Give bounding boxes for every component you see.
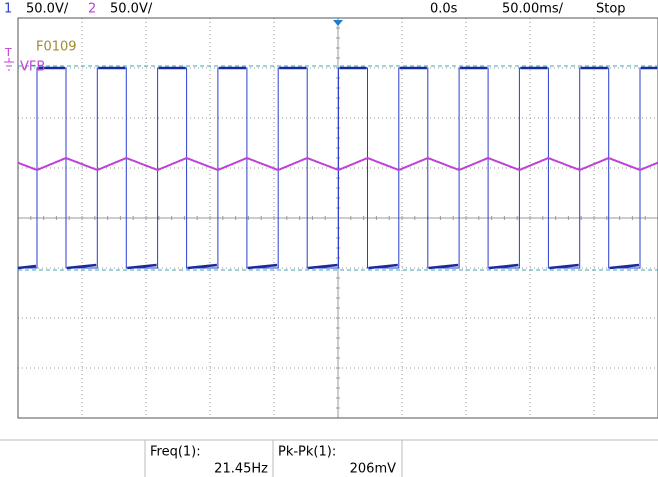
ch2-number: 2 <box>88 2 96 17</box>
ch1-levels <box>17 66 657 270</box>
measure-label: Freq(1): <box>150 445 201 460</box>
ch1-number: 1 <box>4 2 12 17</box>
measure-value: 21.45Hz <box>214 462 268 477</box>
ch1-scale: 50.0V/ <box>26 2 69 17</box>
screen-frame <box>17 17 658 419</box>
ch2-waveform <box>17 156 658 172</box>
ch2-label: VFB <box>20 60 45 75</box>
ch1-waveform <box>18 67 658 269</box>
trigger-time: 0.0s <box>430 2 458 17</box>
timebase: 50.00ms/ <box>502 2 564 17</box>
trigger-marker: T <box>4 46 12 59</box>
measure-value: 206mV <box>350 462 396 477</box>
trigger-position <box>333 20 343 26</box>
run-status: Stop <box>596 2 626 17</box>
label-text: F0109 <box>36 40 77 55</box>
ch2-scale: 50.0V/ <box>110 2 153 17</box>
ch2-ground-marker <box>4 58 14 71</box>
measure-label: Pk-Pk(1): <box>278 445 336 460</box>
